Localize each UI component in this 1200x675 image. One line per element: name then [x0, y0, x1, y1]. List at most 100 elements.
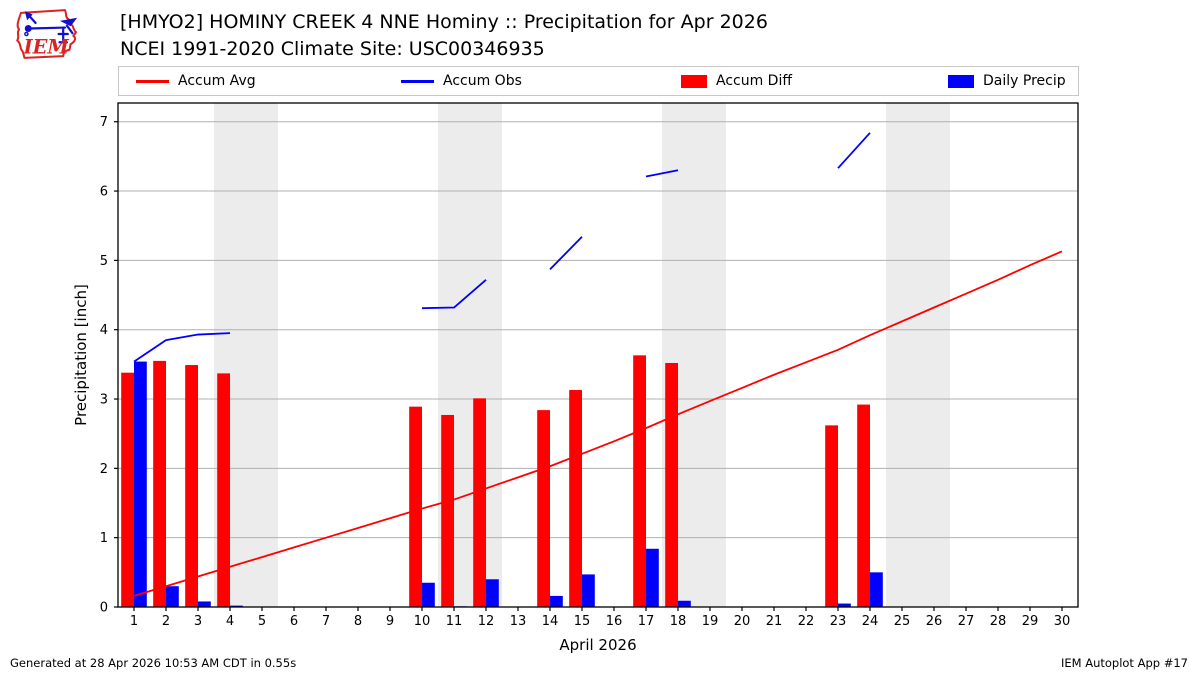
x-tick-label: 14 [542, 614, 559, 629]
accum-obs-line-swatch [401, 79, 434, 83]
accum-avg-line [133, 250, 1063, 597]
x-tick-label: 3 [194, 614, 202, 629]
accum-obs-line [133, 332, 231, 363]
legend-label: Daily Precip [983, 73, 1066, 89]
daily-precip-box-swatch [948, 74, 974, 88]
accum-avg-line-swatch [136, 79, 169, 83]
x-tick-label: 15 [574, 614, 591, 629]
y-tick-label: 0 [100, 601, 108, 616]
daily-precip-bar [838, 603, 851, 607]
accum-diff-bar [825, 425, 838, 607]
accum-diff-bar [665, 362, 678, 607]
x-tick-label: 11 [446, 614, 463, 629]
weekend-bands-layer [214, 103, 950, 607]
x-tick-label: 13 [510, 614, 527, 629]
daily-precip-bar [582, 574, 595, 607]
legend-label: Accum Obs [443, 73, 522, 89]
x-tick-label: 21 [766, 614, 783, 629]
y-axis-label: Precipitation [inch] [72, 284, 90, 426]
x-tick-label: 4 [226, 614, 234, 629]
accum-diff-bar [857, 404, 870, 607]
accum-diff-bar [473, 398, 486, 607]
x-tick-label: 9 [386, 614, 394, 629]
lines-layer [133, 132, 1063, 597]
legend: Accum Avg Accum Obs Accum Diff Daily Pre… [118, 66, 1079, 96]
x-tick-label: 12 [478, 614, 495, 629]
tick-labels-layer: 1 2 3 4 5 6 7 8 9 10 11 12 13 14 15 16 17 18 19 20 21 22 23 24 2… [100, 115, 1071, 629]
x-tick-label: 24 [862, 614, 879, 629]
accum-obs-line [549, 236, 583, 271]
x-tick-label: 17 [638, 614, 655, 629]
daily-precip-bar [550, 595, 563, 607]
y-tick-label: 5 [100, 254, 108, 269]
generated-timestamp: Generated at 28 Apr 2026 10:53 AM CDT in… [10, 656, 297, 670]
daily-precip-bar [646, 548, 659, 607]
x-tick-label: 22 [798, 614, 815, 629]
y-tick-label: 6 [100, 185, 108, 200]
chart-subtitle: NCEI 1991-2020 Climate Site: USC00346935 [120, 38, 545, 60]
weathervane-icon [24, 11, 78, 44]
daily-precip-bar [166, 586, 179, 607]
y-tick-label: 1 [100, 531, 108, 546]
x-tick-label: 19 [702, 614, 719, 629]
x-tick-label: 23 [830, 614, 847, 629]
x-tick-label: 30 [1054, 614, 1071, 629]
weekend-band [886, 103, 950, 607]
daily-precip-bar [230, 605, 243, 607]
x-tick-label: 10 [414, 614, 431, 629]
gridlines-layer [118, 121, 1078, 539]
x-tick-label: 6 [290, 614, 298, 629]
x-tick-label: 18 [670, 614, 687, 629]
x-axis-label: April 2026 [559, 636, 637, 654]
accum-diff-bar [409, 406, 422, 607]
x-tick-label: 2 [162, 614, 170, 629]
legend-item-daily-precip: Daily Precip [948, 67, 1066, 95]
iem-logo: IEM [16, 9, 78, 59]
accum-diff-bar [537, 410, 550, 607]
y-tick-label: 3 [100, 393, 108, 408]
daily-precip-bar [422, 582, 435, 607]
accum-diff-bar [153, 360, 166, 607]
chart-title: [HMYO2] HOMINY CREEK 4 NNE Hominy :: Pre… [120, 11, 768, 33]
x-tick-label: 7 [322, 614, 330, 629]
daily-precip-bar [134, 361, 147, 607]
legend-label: Accum Diff [716, 73, 793, 89]
chart-header: [HMYO2] HOMINY CREEK 4 NNE Hominy :: Pre… [120, 9, 768, 63]
accum-diff-bar [121, 372, 134, 607]
accum-diff-bar [633, 355, 646, 607]
bars-layer [121, 355, 883, 607]
daily-precip-bar [870, 572, 883, 607]
app-credit: IEM Autoplot App #17 [1060, 656, 1188, 670]
accum-obs-line [645, 169, 679, 178]
accum-diff-bar [217, 373, 230, 607]
accum-diff-bar [441, 414, 454, 607]
accum-diff-bar [569, 390, 582, 607]
x-tick-label: 28 [990, 614, 1007, 629]
y-tick-label: 7 [100, 115, 108, 130]
x-tick-label: 16 [606, 614, 623, 629]
daily-precip-bar [678, 600, 691, 607]
y-tick-label: 2 [100, 462, 108, 477]
legend-label: Accum Avg [178, 73, 256, 89]
accum-obs-line [837, 132, 871, 169]
daily-precip-bar [486, 579, 499, 607]
axes-layer [114, 102, 1079, 611]
accum-diff-bar [185, 365, 198, 607]
x-tick-label: 5 [258, 614, 266, 629]
logo-text: IEM [23, 35, 70, 58]
x-tick-label: 29 [1022, 614, 1039, 629]
x-tick-label: 1 [130, 614, 138, 629]
legend-item-accum-diff: Accum Diff [681, 67, 792, 95]
x-tick-label: 8 [354, 614, 362, 629]
x-tick-label: 25 [894, 614, 911, 629]
plot-border [117, 102, 1079, 608]
accum-diff-box-swatch [681, 74, 707, 88]
y-tick-label: 4 [100, 323, 108, 338]
legend-item-accum-obs: Accum Obs [401, 67, 522, 95]
x-tick-label: 20 [734, 614, 751, 629]
x-tick-label: 26 [926, 614, 943, 629]
daily-precip-bar [198, 601, 211, 607]
accum-obs-line [421, 279, 487, 310]
